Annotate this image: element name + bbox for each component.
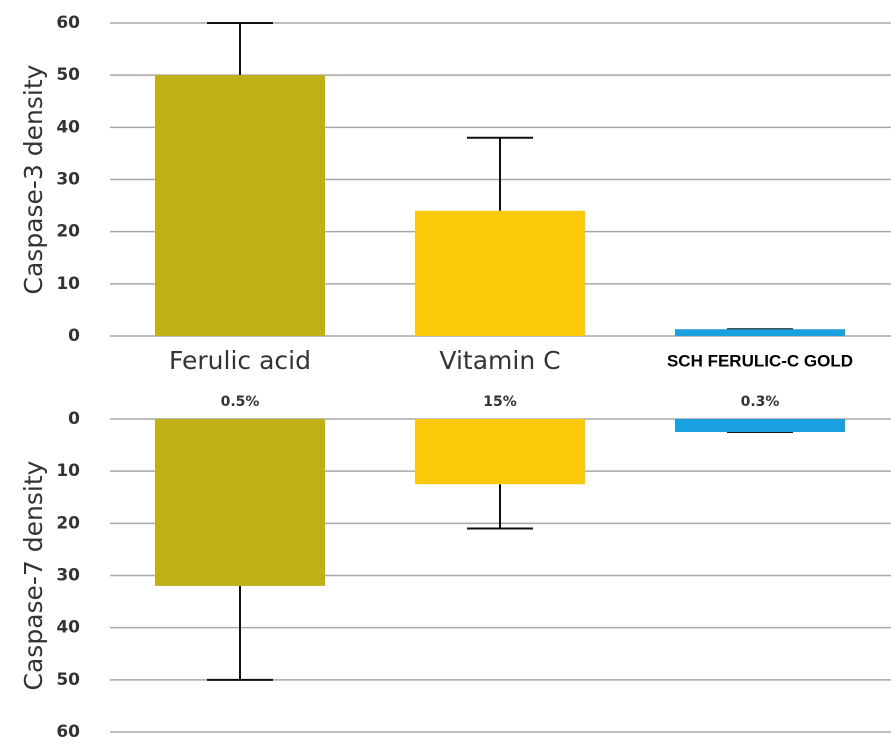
y-tick-label: 60 [56, 722, 80, 742]
y-tick-label: 10 [56, 461, 80, 481]
y-tick-label: 40 [56, 117, 80, 137]
y-tick-label: 0 [68, 409, 80, 429]
y-tick-label: 20 [56, 513, 80, 533]
y-tick-label: 0 [68, 326, 80, 346]
y-tick-label: 50 [56, 670, 80, 690]
bar [675, 329, 845, 336]
bar [415, 210, 585, 336]
bar [155, 75, 325, 337]
bar [155, 419, 325, 586]
y-tick-label: 30 [56, 566, 80, 586]
bar [675, 419, 845, 433]
y-tick-label: 10 [56, 274, 80, 294]
concentration-label: 0.3% [741, 394, 780, 410]
y-axis-label: Caspase-7 density [19, 460, 48, 690]
concentration-label: 15% [483, 394, 517, 410]
category-label: SCH FERULIC-C GOLD [667, 351, 853, 370]
concentration-label: 0.5% [221, 394, 260, 410]
y-tick-label: 60 [56, 13, 80, 33]
y-tick-label: 50 [56, 65, 80, 85]
category-label: Vitamin C [439, 346, 560, 375]
bar [415, 419, 585, 485]
y-tick-label: 30 [56, 170, 80, 190]
y-tick-label: 40 [56, 618, 80, 638]
y-tick-label: 20 [56, 222, 80, 242]
y-axis-label: Caspase-3 density [19, 64, 48, 294]
category-label: Ferulic acid [169, 346, 311, 375]
